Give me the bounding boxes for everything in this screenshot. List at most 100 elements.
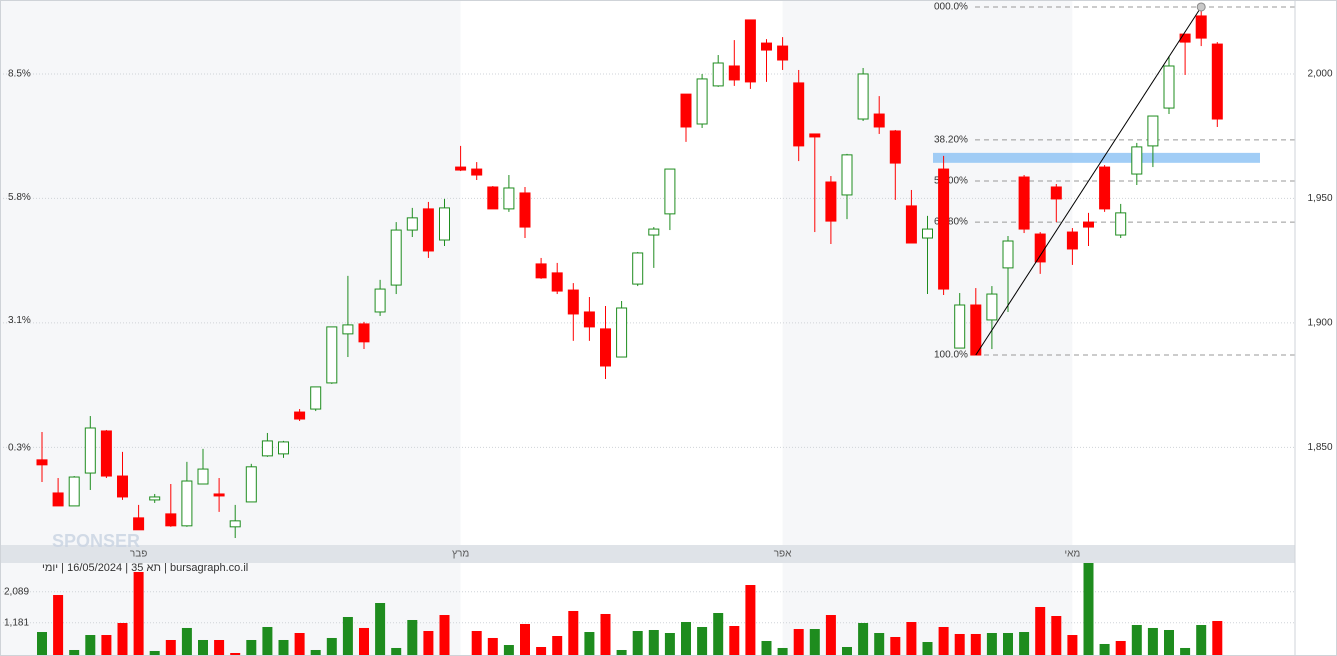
fib-label: 100.0% (934, 350, 968, 361)
candle-body (422, 208, 434, 252)
candle-body (616, 307, 628, 358)
candle-body (165, 513, 177, 527)
candle-body (873, 113, 885, 128)
volume-bar (117, 623, 128, 656)
volume-bar (536, 646, 547, 656)
candle-body (294, 411, 306, 420)
volume-tick-label: 1,181 (4, 617, 29, 628)
candle-body (503, 187, 515, 210)
volume-bar (423, 630, 434, 656)
candle-body (278, 441, 289, 455)
volume-bar (777, 647, 788, 656)
volume-bar (664, 633, 675, 656)
volume-bar (1003, 633, 1013, 656)
y-tick-label: 1,850 (1307, 442, 1332, 453)
fib-label: 50.00% (934, 176, 968, 187)
volume-bar (600, 613, 611, 656)
candle-body (600, 328, 611, 367)
candle-body (133, 517, 145, 531)
volume-bar (858, 623, 869, 656)
candle-body (809, 133, 821, 138)
candle-body (744, 19, 756, 83)
candle-body (922, 228, 933, 239)
volume-bar (69, 649, 80, 656)
candle-body (986, 293, 998, 321)
candle-body (181, 480, 193, 527)
price-zone (933, 152, 1260, 163)
volume-bar (761, 640, 772, 656)
x-tick-label: מאי (1065, 549, 1081, 560)
volume-bar (890, 636, 901, 656)
volume-bar (697, 626, 708, 656)
volume-bar (407, 619, 418, 656)
volume-bar (793, 629, 804, 656)
volume-bar (632, 630, 643, 656)
volume-bar (954, 633, 965, 656)
candle-body (487, 186, 499, 210)
volume-bar (1180, 647, 1191, 656)
y-tick-label: 1,950 (1307, 193, 1332, 204)
volume-bar (616, 649, 627, 656)
candle-body (905, 205, 917, 244)
candle-body (245, 466, 257, 503)
candle-body (149, 496, 161, 501)
candle-body (1131, 146, 1143, 175)
candle-body (68, 476, 80, 507)
fib-label: 38.20% (934, 135, 968, 146)
candle-body (117, 475, 128, 498)
candle-body (938, 168, 950, 290)
volume-bar (713, 613, 724, 656)
candle-body (261, 440, 273, 457)
volume-bar (359, 627, 369, 656)
y2-tick-label: 5.8% (8, 192, 31, 203)
volume-bar (278, 639, 289, 656)
volume-bar (487, 637, 498, 656)
volume-bar (471, 630, 482, 656)
candle-body (1147, 115, 1159, 147)
volume-bar (310, 649, 321, 656)
trend-handle (1196, 2, 1206, 12)
fib-label: 000.0% (934, 2, 968, 13)
volume-bar (85, 635, 96, 656)
candle-body (583, 311, 595, 328)
x-tick-label: אפר (774, 549, 792, 560)
candle-body (696, 78, 708, 125)
volume-bar (922, 642, 933, 656)
volume-bar (294, 633, 305, 656)
volume-bar (149, 650, 160, 656)
candle-body (471, 168, 483, 176)
candle-body (857, 73, 869, 120)
volume-bar (584, 632, 595, 656)
volume-bar (568, 610, 579, 656)
candle-body (374, 288, 386, 313)
candle-body (36, 459, 48, 466)
y2-tick-label: 8.5% (8, 69, 31, 80)
candle-body (1099, 166, 1111, 210)
volume-bar (1212, 620, 1223, 656)
volume-bar (1099, 643, 1110, 656)
candle-body (1163, 65, 1175, 109)
candle-body (1211, 43, 1223, 120)
volume-bar (1115, 640, 1126, 656)
candle-body (519, 192, 531, 228)
volume-bar (342, 616, 353, 656)
volume-bar (262, 626, 273, 656)
candle-body (841, 154, 853, 196)
candle-body (793, 82, 805, 147)
candle-body (342, 324, 354, 335)
candle-body (567, 289, 579, 315)
volume-bar (391, 647, 402, 656)
volume-bar (906, 622, 917, 656)
candle-body (439, 207, 450, 241)
y2-tick-label: 0.3% (8, 443, 31, 454)
volume-bar (681, 622, 691, 656)
volume-tick-label: 2,089 (4, 586, 29, 597)
volume-bar (101, 635, 112, 656)
candle-body (1115, 212, 1127, 236)
candle-body (1195, 15, 1207, 39)
candle-body (406, 217, 418, 231)
candle-body (551, 272, 563, 292)
volume-bar (439, 615, 450, 656)
